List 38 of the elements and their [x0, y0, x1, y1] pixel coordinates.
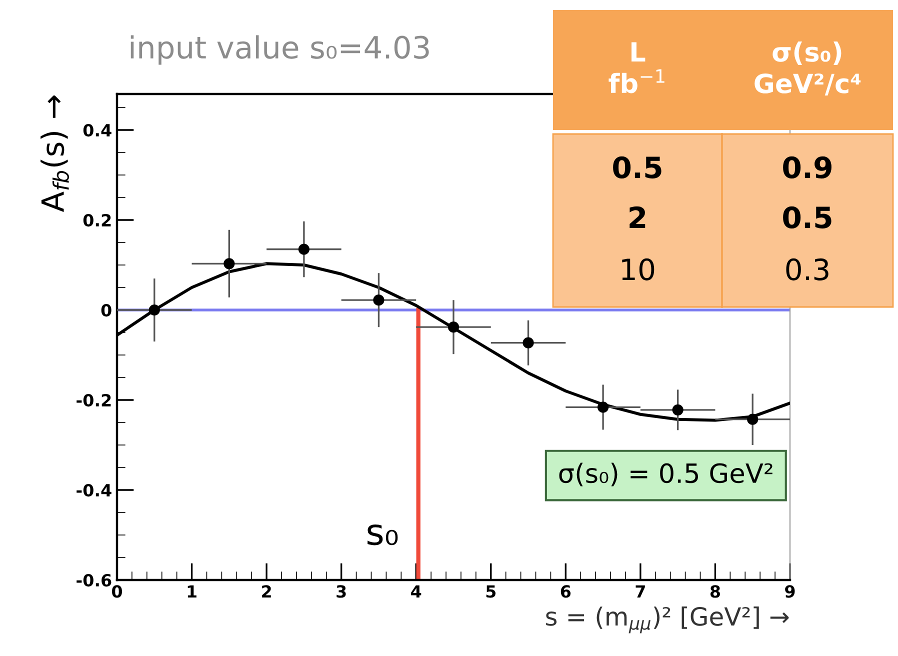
point [522, 337, 534, 348]
x-tick-label: 0 [112, 585, 122, 598]
annotation: 0.9 [783, 156, 832, 178]
point [373, 294, 384, 306]
point [148, 304, 160, 316]
point [598, 402, 609, 413]
point [298, 244, 310, 255]
x-axis-title: s = (m$_{μμ}$)² [GeV²] → [546, 606, 789, 634]
ref-line-label: s₀ [368, 524, 398, 546]
y-tick-label: -0.4 [76, 484, 112, 497]
y-tick-label: -0.2 [76, 394, 111, 407]
point [448, 322, 460, 333]
x-tick-label: 1 [188, 585, 196, 598]
annotation: 10 [622, 258, 654, 280]
annotation: 0.3 [786, 258, 828, 280]
x-tick-label: 4 [411, 585, 422, 598]
annotation: σ(s₀) = 0.5 GeV² [559, 462, 772, 486]
text: L fb$^{−1}$ [608, 42, 664, 94]
point [747, 414, 758, 425]
x-tick-label: 3 [336, 585, 346, 598]
chart-title: input value s₀=4.03 [130, 35, 429, 65]
y-tick-label: -0.6 [76, 574, 112, 587]
annotation: 2 [630, 206, 646, 228]
x-tick-label: 9 [785, 585, 795, 598]
point [224, 258, 235, 270]
annotation: 0.5 [783, 206, 832, 228]
x-tick-label: 5 [486, 585, 496, 598]
x-tick-label: 8 [710, 585, 720, 598]
x-tick-label: 6 [560, 585, 571, 598]
y-tick-label: 0 [101, 304, 112, 317]
y-axis-title: A$_{fb}$(s) → [40, 96, 70, 212]
x-tick-label: 2 [262, 585, 271, 598]
y-tick-label: 0.4 [83, 124, 112, 137]
annotation: σ(s₀) GeV²/c⁴ [754, 41, 861, 96]
annotation: 0.5 [613, 156, 662, 178]
x-tick-label: 7 [636, 585, 645, 598]
y-tick-label: 0.2 [83, 214, 111, 227]
point [672, 404, 684, 416]
